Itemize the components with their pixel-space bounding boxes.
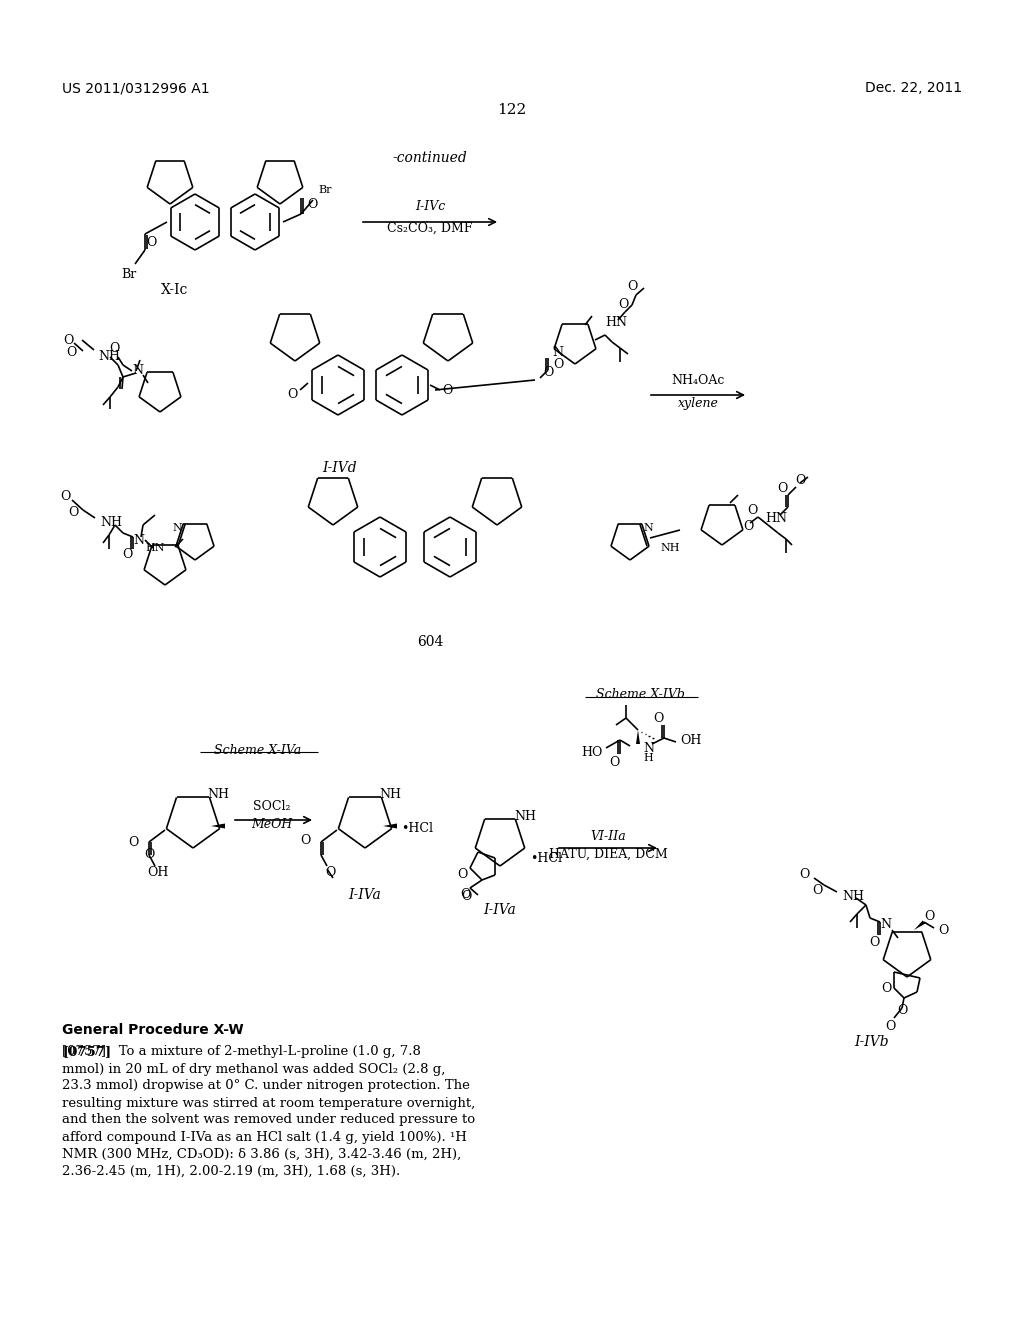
- Text: HN: HN: [605, 315, 627, 329]
- Text: NH: NH: [98, 351, 120, 363]
- Text: I-IVc: I-IVc: [415, 201, 445, 214]
- Text: NH: NH: [660, 543, 680, 553]
- Text: NH: NH: [207, 788, 229, 800]
- Text: -continued: -continued: [392, 150, 467, 165]
- Text: O: O: [617, 298, 628, 312]
- Text: N: N: [133, 533, 144, 546]
- Text: O: O: [460, 888, 470, 902]
- Text: O: O: [59, 491, 71, 503]
- Text: NH: NH: [842, 891, 864, 903]
- Text: H: H: [643, 752, 653, 763]
- Text: NH: NH: [100, 516, 122, 529]
- Text: N: N: [643, 742, 654, 755]
- Text: O: O: [543, 366, 553, 379]
- Text: O: O: [553, 359, 563, 371]
- Text: N: N: [132, 364, 143, 378]
- Text: O: O: [122, 549, 132, 561]
- Text: O: O: [457, 869, 467, 882]
- Text: Dec. 22, 2011: Dec. 22, 2011: [865, 81, 962, 95]
- Text: NH₄OAc: NH₄OAc: [672, 374, 725, 387]
- Text: O: O: [885, 1019, 895, 1032]
- Text: I-IVb: I-IVb: [855, 1035, 889, 1049]
- Text: O: O: [461, 890, 471, 903]
- Text: afford compound I-IVa as an HCl salt (1.4 g, yield 100%). ¹H: afford compound I-IVa as an HCl salt (1.…: [62, 1130, 467, 1143]
- Text: O: O: [777, 483, 787, 495]
- Text: •HCl: •HCl: [401, 821, 433, 834]
- Text: N: N: [172, 523, 182, 533]
- Text: 122: 122: [498, 103, 526, 117]
- Text: O: O: [653, 711, 664, 725]
- Text: O: O: [145, 236, 157, 249]
- Text: [0757]   To a mixture of 2-methyl-L-proline (1.0 g, 7.8: [0757] To a mixture of 2-methyl-L-prolin…: [62, 1045, 421, 1059]
- Text: I-IVa: I-IVa: [348, 888, 381, 902]
- Text: OH: OH: [147, 866, 169, 879]
- Text: N: N: [643, 523, 653, 533]
- Text: I-IVa: I-IVa: [483, 903, 516, 917]
- Text: O: O: [897, 1003, 907, 1016]
- Text: O: O: [609, 755, 620, 768]
- Text: O: O: [301, 833, 311, 846]
- Text: O: O: [627, 281, 637, 293]
- Text: O: O: [881, 982, 891, 994]
- Text: NH: NH: [514, 809, 536, 822]
- Text: NMR (300 MHz, CD₃OD): δ 3.86 (s, 3H), 3.42-3.46 (m, 2H),: NMR (300 MHz, CD₃OD): δ 3.86 (s, 3H), 3.…: [62, 1147, 461, 1160]
- Text: X-Ic: X-Ic: [162, 282, 188, 297]
- Polygon shape: [211, 824, 225, 829]
- Text: O: O: [143, 849, 155, 862]
- Text: General Procedure X-W: General Procedure X-W: [62, 1023, 244, 1038]
- Text: O: O: [924, 909, 934, 923]
- Text: resulting mixture was stirred at room temperature overnight,: resulting mixture was stirred at room te…: [62, 1097, 475, 1110]
- Text: O: O: [795, 474, 805, 487]
- Text: [0757]: [0757]: [62, 1045, 112, 1059]
- Text: O: O: [746, 503, 757, 516]
- Text: O: O: [325, 866, 335, 879]
- Text: O: O: [938, 924, 948, 936]
- Text: Br: Br: [318, 185, 332, 195]
- Text: O: O: [288, 388, 298, 401]
- Text: SOCl₂: SOCl₂: [253, 800, 291, 813]
- Text: 23.3 mmol) dropwise at 0° C. under nitrogen protection. The: 23.3 mmol) dropwise at 0° C. under nitro…: [62, 1080, 470, 1093]
- Text: HATU, DIEA, DCM: HATU, DIEA, DCM: [549, 847, 668, 861]
- Text: Br: Br: [122, 268, 136, 281]
- Polygon shape: [636, 730, 640, 744]
- Text: 604: 604: [417, 635, 443, 649]
- Text: US 2011/0312996 A1: US 2011/0312996 A1: [62, 81, 210, 95]
- Text: Cs₂CO₃, DMF: Cs₂CO₃, DMF: [387, 222, 473, 235]
- Text: Scheme X-IVa: Scheme X-IVa: [214, 743, 302, 756]
- Text: NH: NH: [379, 788, 401, 800]
- Text: I-IVd: I-IVd: [323, 461, 357, 475]
- Text: O: O: [307, 198, 317, 210]
- Text: xylene: xylene: [678, 396, 719, 409]
- Text: OH: OH: [680, 734, 701, 747]
- Text: O: O: [442, 384, 453, 396]
- Text: HO: HO: [582, 746, 603, 759]
- Text: O: O: [62, 334, 73, 346]
- Text: N: N: [881, 919, 892, 932]
- Text: N: N: [553, 346, 563, 359]
- Text: •HCl: •HCl: [530, 851, 562, 865]
- Text: HN: HN: [765, 512, 787, 525]
- Text: and then the solvent was removed under reduced pressure to: and then the solvent was removed under r…: [62, 1114, 475, 1126]
- Text: O: O: [800, 869, 810, 882]
- Text: O: O: [109, 342, 119, 355]
- Text: MeOH: MeOH: [251, 817, 293, 830]
- Text: Scheme X-IVb: Scheme X-IVb: [596, 689, 684, 701]
- Text: O: O: [129, 836, 139, 849]
- Text: 2.36-2.45 (m, 1H), 2.00-2.19 (m, 3H), 1.68 (s, 3H).: 2.36-2.45 (m, 1H), 2.00-2.19 (m, 3H), 1.…: [62, 1164, 400, 1177]
- Text: O: O: [68, 506, 78, 519]
- Text: VI-IIa: VI-IIa: [590, 829, 626, 842]
- Text: mmol) in 20 mL of dry methanol was added SOCl₂ (2.8 g,: mmol) in 20 mL of dry methanol was added…: [62, 1063, 445, 1076]
- Text: O: O: [66, 346, 76, 359]
- Text: HN: HN: [145, 543, 165, 553]
- Polygon shape: [914, 920, 926, 931]
- Polygon shape: [383, 824, 397, 829]
- Text: O: O: [742, 520, 754, 533]
- Text: O: O: [812, 883, 822, 896]
- Text: O: O: [868, 936, 880, 949]
